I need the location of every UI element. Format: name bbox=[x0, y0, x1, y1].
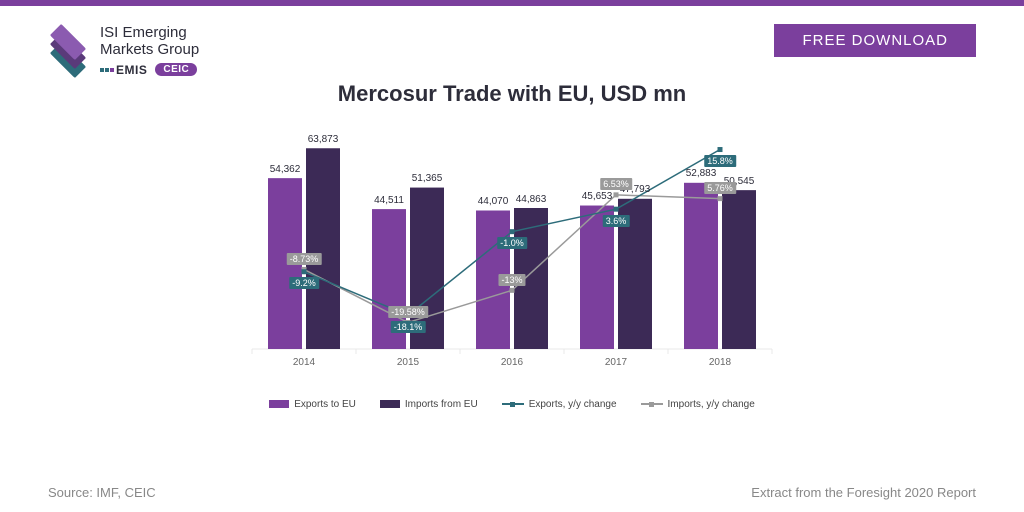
legend: Exports to EU Imports from EU Exports, y… bbox=[0, 399, 1024, 410]
x-axis-label: 2016 bbox=[501, 357, 523, 368]
header: ISI Emerging Markets Group EMIS CEIC FRE… bbox=[0, 6, 1024, 77]
ceic-badge: CEIC bbox=[155, 63, 197, 76]
bar-value-label: 63,873 bbox=[308, 134, 339, 145]
bar-value-label: 52,883 bbox=[686, 168, 717, 179]
source-text: Source: IMF, CEIC bbox=[48, 485, 156, 500]
logo-block: ISI Emerging Markets Group EMIS CEIC bbox=[48, 24, 199, 77]
logo-text: ISI Emerging Markets Group EMIS CEIC bbox=[100, 24, 199, 77]
extract-text: Extract from the Foresight 2020 Report bbox=[751, 485, 976, 500]
x-axis-label: 2014 bbox=[293, 357, 315, 368]
bar-value-label: 45,653 bbox=[582, 191, 613, 202]
pct-label: 5.76% bbox=[704, 182, 736, 194]
free-download-button[interactable]: FREE DOWNLOAD bbox=[774, 24, 976, 57]
bar-value-label: 44,863 bbox=[516, 194, 547, 205]
pct-label: 6.53% bbox=[600, 178, 632, 190]
legend-imports-bar: Imports from EU bbox=[380, 399, 478, 410]
bar-value-label: 54,362 bbox=[270, 164, 301, 175]
pct-label: -13% bbox=[498, 274, 525, 286]
logo-icon bbox=[48, 24, 88, 68]
logo-title-line2: Markets Group bbox=[100, 41, 199, 58]
pct-label: 3.6% bbox=[603, 215, 630, 227]
x-axis-label: 2017 bbox=[605, 357, 627, 368]
bar-value-label: 51,365 bbox=[412, 173, 443, 184]
x-axis-label: 2018 bbox=[709, 357, 731, 368]
pct-label: -1.0% bbox=[497, 237, 527, 249]
chart-title: Mercosur Trade with EU, USD mn bbox=[0, 81, 1024, 107]
chart-area: 54,362 63,873 2014 44,511 51,365 2015 44,070 44… bbox=[212, 119, 812, 389]
legend-exports-bar: Exports to EU bbox=[269, 399, 356, 410]
pct-label: -19.58% bbox=[388, 306, 428, 318]
emis-badge: EMIS bbox=[100, 63, 147, 77]
legend-exports-line: Exports, y/y change bbox=[502, 399, 617, 410]
emis-label: EMIS bbox=[116, 63, 147, 77]
bar-value-label: 44,511 bbox=[374, 195, 404, 206]
legend-imports-line: Imports, y/y change bbox=[641, 399, 755, 410]
pct-label: -9.2% bbox=[289, 277, 319, 289]
logo-title-line1: ISI Emerging bbox=[100, 24, 199, 41]
pct-label: 15.8% bbox=[704, 155, 736, 167]
pct-label: -18.1% bbox=[391, 321, 426, 333]
pct-label: -8.73% bbox=[287, 253, 322, 265]
bar-value-label: 44,070 bbox=[478, 196, 509, 207]
x-axis-label: 2015 bbox=[397, 357, 419, 368]
footer: Source: IMF, CEIC Extract from the Fores… bbox=[0, 485, 1024, 500]
